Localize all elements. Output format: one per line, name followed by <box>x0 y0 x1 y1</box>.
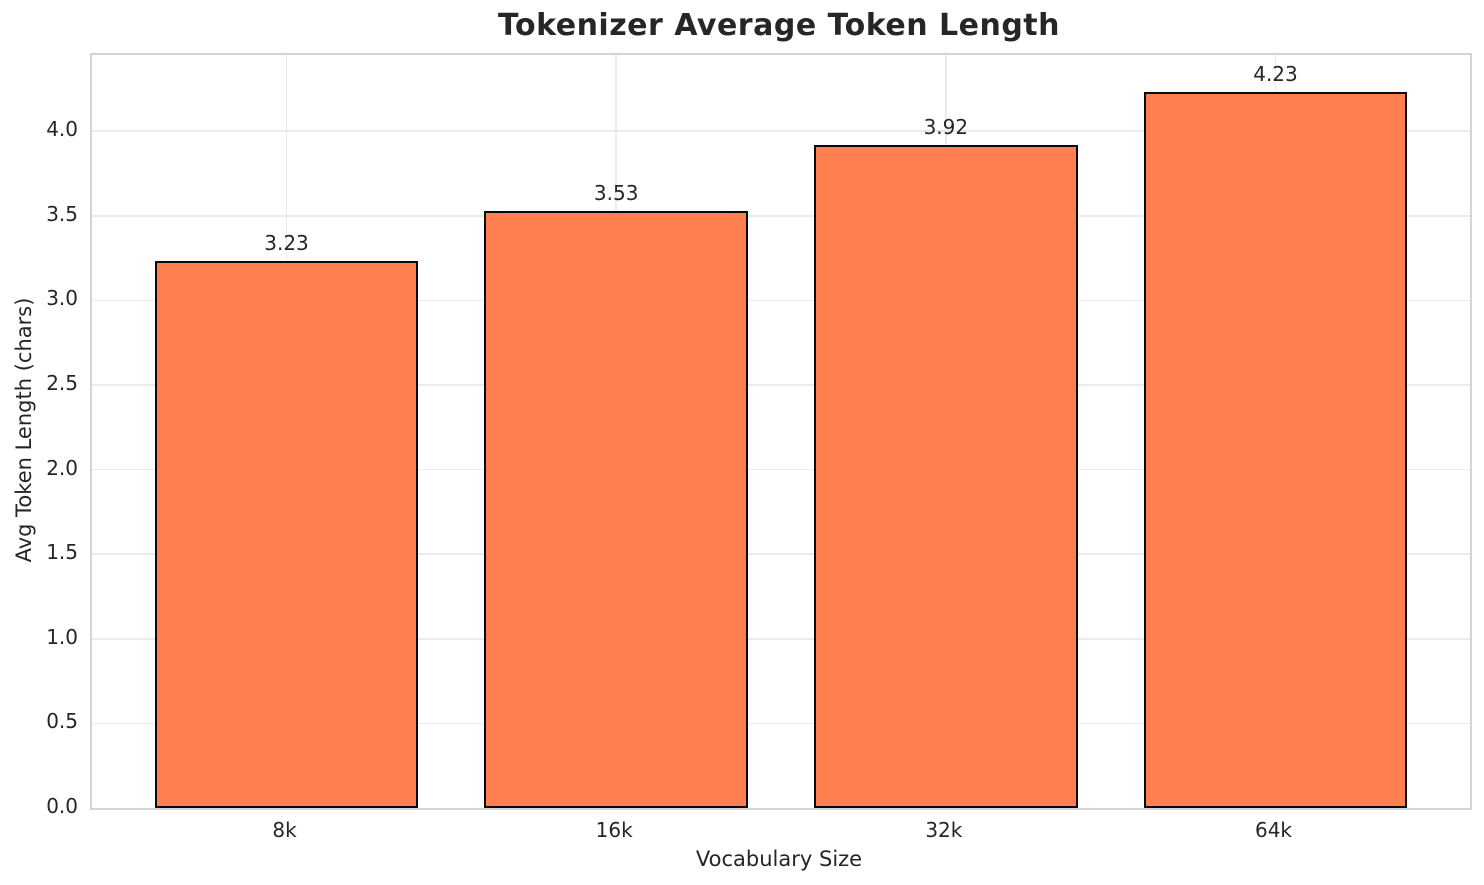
chart-title: Tokenizer Average Token Length <box>497 8 1060 43</box>
x-tick-label: 8k <box>272 818 297 842</box>
bar-16k <box>484 210 749 808</box>
y-tick-label: 3.0 <box>46 286 78 311</box>
plot-area: 3.23 3.53 3.92 4.23 <box>90 53 1472 810</box>
y-gridline <box>92 130 1470 132</box>
y-tick-label: 2.5 <box>46 370 78 395</box>
y-tick-label: 0.0 <box>46 794 78 818</box>
bar-8k <box>154 261 419 808</box>
y-tick-label: 4.0 <box>46 117 78 142</box>
bar-value-label: 3.53 <box>593 180 639 205</box>
y-tick-label: 1.0 <box>46 624 78 649</box>
y-gridline <box>92 384 1470 386</box>
y-tick-label: 0.5 <box>46 709 78 734</box>
y-tick-label: 1.5 <box>46 540 78 565</box>
y-gridline <box>92 638 1470 640</box>
x-tick-label: 32k <box>925 818 963 842</box>
bar-value-label: 3.92 <box>923 114 969 139</box>
bar-32k <box>813 144 1078 808</box>
y-gridline <box>92 468 1470 471</box>
x-axis-title: Vocabulary Size <box>695 847 863 871</box>
x-tick-label: 16k <box>595 818 633 842</box>
bar-value-label: 4.23 <box>1253 62 1298 87</box>
y-gridline <box>92 722 1470 725</box>
y-gridline <box>92 215 1470 217</box>
y-tick-label: 3.5 <box>46 201 78 226</box>
bar-64k <box>1143 92 1408 808</box>
y-axis-title: Avg Token Length (chars) <box>12 297 36 563</box>
bar-value-label: 3.23 <box>264 231 309 256</box>
x-tick-label: 64k <box>1254 818 1292 842</box>
y-gridline <box>92 553 1470 555</box>
y-tick-label: 2.0 <box>46 455 78 480</box>
y-gridline <box>92 299 1470 302</box>
